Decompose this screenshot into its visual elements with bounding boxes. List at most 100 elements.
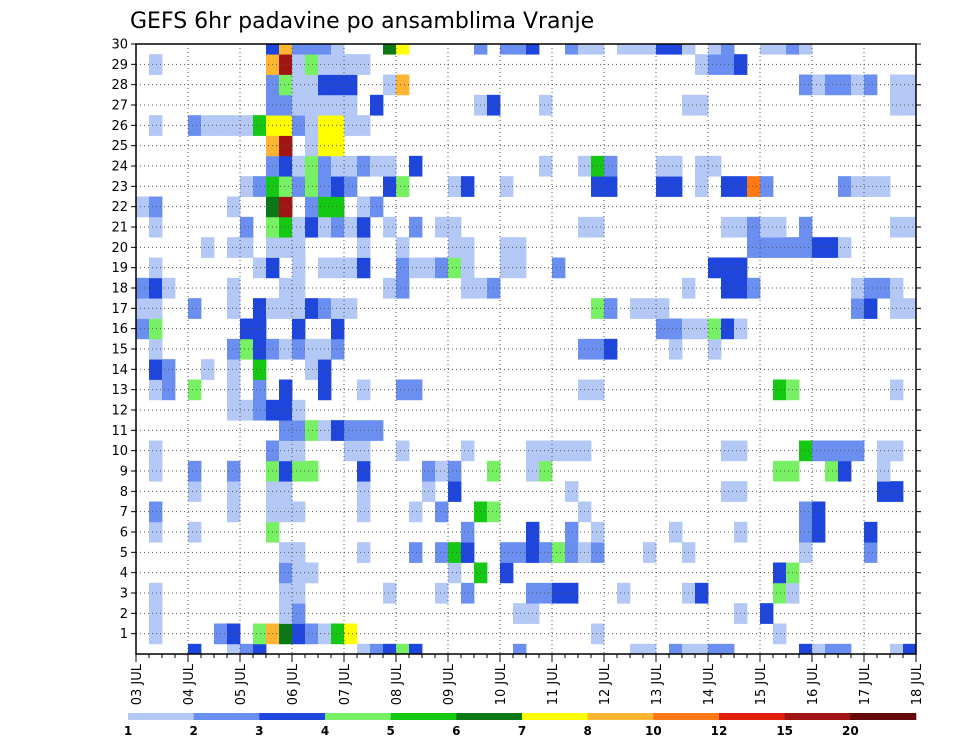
heatmap-cell xyxy=(149,623,163,645)
legend-swatch xyxy=(522,713,588,720)
heatmap-cell xyxy=(864,298,878,319)
legend-tick-label: 5 xyxy=(386,724,394,738)
heatmap-cell xyxy=(695,94,709,116)
heatmap-cell xyxy=(760,216,774,238)
heatmap-cell xyxy=(357,257,371,279)
heatmap-cell xyxy=(292,623,306,645)
heatmap-cell xyxy=(357,196,371,218)
heatmap-cell xyxy=(396,643,410,655)
heatmap-cell xyxy=(318,44,332,55)
heatmap-cell xyxy=(292,603,306,624)
legend-swatch xyxy=(325,713,391,720)
legend-tick-label: 8 xyxy=(583,724,591,738)
heatmap-cell xyxy=(409,643,423,655)
heatmap-cell xyxy=(643,542,657,563)
heatmap-cell xyxy=(721,318,735,340)
heatmap-cell xyxy=(695,318,709,340)
heatmap-cell xyxy=(448,237,462,258)
heatmap-cell xyxy=(435,216,449,238)
heatmap-cell xyxy=(149,196,163,218)
heatmap-cell xyxy=(799,74,813,96)
y-tick-label: 27 xyxy=(111,99,128,114)
heatmap-cell xyxy=(877,440,891,462)
heatmap-cell xyxy=(227,399,241,421)
heatmap-cell xyxy=(409,379,423,401)
heatmap-cell xyxy=(695,176,709,197)
heatmap-cell xyxy=(149,115,163,136)
heatmap-cell xyxy=(305,623,319,645)
heatmap-cell xyxy=(565,521,579,543)
heatmap-cell xyxy=(292,318,306,340)
y-tick-label: 28 xyxy=(111,78,128,93)
heatmap-cell xyxy=(240,216,254,238)
heatmap-cell xyxy=(331,623,345,645)
heatmap-cell xyxy=(435,501,449,523)
heatmap-cell xyxy=(864,542,878,563)
heatmap-cell xyxy=(721,54,735,75)
legend-swatch xyxy=(390,713,457,720)
y-tick-label: 11 xyxy=(111,424,128,439)
heatmap-cell xyxy=(305,562,319,584)
heatmap-cell xyxy=(227,379,241,401)
heatmap-cell xyxy=(864,277,878,299)
heatmap-cell xyxy=(305,74,319,96)
heatmap-cell xyxy=(682,643,696,655)
heatmap-cell xyxy=(149,521,163,543)
heatmap-cell xyxy=(344,440,358,462)
heatmap-cell xyxy=(643,44,657,55)
heatmap-cell xyxy=(851,74,865,96)
heatmap-cell xyxy=(708,44,722,55)
heatmap-cell xyxy=(305,135,319,157)
heatmap-cell xyxy=(409,542,423,563)
heatmap-cell xyxy=(344,115,358,136)
x-tick-label: 16 JUL xyxy=(806,663,821,705)
x-tick-label: 18 JUL xyxy=(910,663,925,705)
heatmap-cell xyxy=(292,216,306,238)
heatmap-cell xyxy=(279,196,293,218)
heatmap-cell xyxy=(669,521,683,543)
heatmap-cell xyxy=(565,542,579,563)
heatmap-cell xyxy=(383,44,397,55)
x-tick-label: 03 JUL xyxy=(130,663,145,705)
heatmap-cell xyxy=(448,176,462,197)
legend-swatch xyxy=(850,713,917,720)
heatmap-cell xyxy=(279,379,293,401)
heatmap-cell xyxy=(279,582,293,604)
heatmap-cell xyxy=(253,318,267,340)
heatmap-cell xyxy=(292,257,306,279)
heatmap-cell xyxy=(708,257,722,279)
heatmap-cell xyxy=(721,481,735,502)
y-tick-label: 13 xyxy=(111,383,128,398)
heatmap-cell xyxy=(253,115,267,136)
heatmap-cell xyxy=(292,582,306,604)
heatmap-cell xyxy=(357,501,371,523)
heatmap-cell xyxy=(383,155,397,177)
heatmap-cell xyxy=(396,74,410,96)
heatmap-cell xyxy=(877,277,891,299)
heatmap-cell xyxy=(279,74,293,96)
heatmap-cell xyxy=(331,94,345,116)
heatmap-cell xyxy=(279,562,293,584)
heatmap-cell xyxy=(383,176,397,197)
heatmap-cell xyxy=(188,298,202,319)
heatmap-cell xyxy=(708,338,722,360)
heatmap-cell xyxy=(292,399,306,421)
heatmap-cell xyxy=(240,643,254,655)
heatmap-cell xyxy=(656,44,670,55)
heatmap-cell xyxy=(357,542,371,563)
heatmap-cell xyxy=(591,155,605,177)
heatmap-cell xyxy=(227,237,241,258)
legend-swatch xyxy=(784,713,851,720)
heatmap-cell xyxy=(344,623,358,645)
legend-tick-label: 1 xyxy=(124,724,132,738)
heatmap-cell xyxy=(851,298,865,319)
color-legend: 1 2 3 4 5 6 7 8 10 12 15 20 xyxy=(124,713,917,738)
heatmap-cell xyxy=(149,440,163,462)
heatmap-cell xyxy=(201,115,215,136)
heatmap-cell xyxy=(253,176,267,197)
heatmap-cell xyxy=(227,481,241,502)
heatmap-cell xyxy=(279,542,293,563)
heatmap-cell xyxy=(591,338,605,360)
heatmap-cell xyxy=(669,176,683,197)
heatmap-cell xyxy=(773,582,787,604)
